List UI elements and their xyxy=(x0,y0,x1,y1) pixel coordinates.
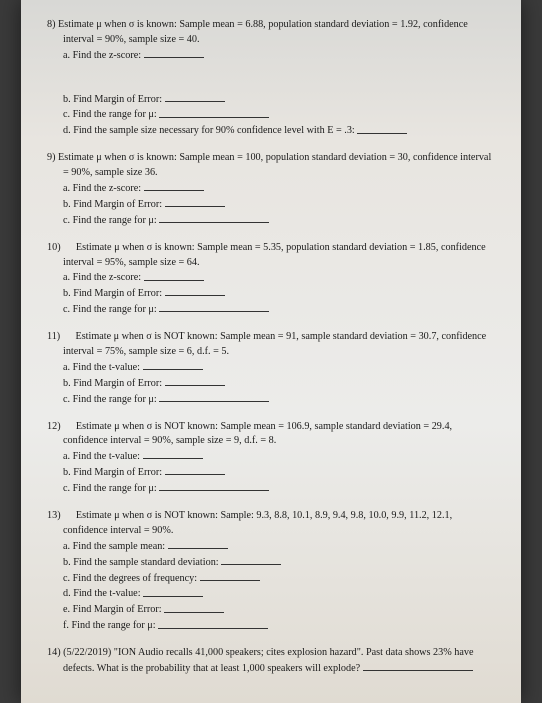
blank[interactable] xyxy=(159,392,269,402)
blank[interactable] xyxy=(165,465,225,475)
q8-d: d. Find the sample size necessary for 90… xyxy=(47,123,495,139)
q14-date: (5/22/2019) xyxy=(63,647,111,658)
problem-12: 12) Estimate μ when σ is NOT known: Samp… xyxy=(47,420,495,497)
worksheet-page: 8) Estimate μ when σ is known: Sample me… xyxy=(21,0,521,703)
q13-f: f. Find the range for μ: xyxy=(47,618,495,634)
q8-text: Estimate μ when σ is known: Sample mean … xyxy=(58,19,468,45)
q13-b: b. Find the sample standard deviation: xyxy=(47,555,495,571)
q9-text: Estimate μ when σ is known: Sample mean … xyxy=(58,152,491,178)
problem-11: 11) Estimate μ when σ is NOT known: Samp… xyxy=(47,330,495,407)
blank[interactable] xyxy=(165,286,225,296)
blank[interactable] xyxy=(158,618,268,628)
problem-9: 9) Estimate μ when σ is known: Sample me… xyxy=(47,151,495,228)
blank[interactable] xyxy=(165,92,225,102)
q11-text: Estimate μ when σ is NOT known: Sample m… xyxy=(63,331,486,357)
blank[interactable] xyxy=(143,449,203,459)
q11-c: c. Find the range for μ: xyxy=(47,392,495,408)
blank[interactable] xyxy=(144,270,204,280)
q10-text: Estimate μ when σ is known: Sample mean … xyxy=(63,242,486,268)
q9-num: 9) xyxy=(47,152,56,163)
q12-text: Estimate μ when σ is NOT known: Sample m… xyxy=(63,421,452,447)
blank[interactable] xyxy=(200,571,260,581)
q8-c: c. Find the range for μ: xyxy=(47,107,495,123)
q13-text: Estimate μ when σ is NOT known: Sample: … xyxy=(63,510,452,536)
problem-13-stem: 13) Estimate μ when σ is NOT known: Samp… xyxy=(47,509,495,539)
q13-e: e. Find Margin of Error: xyxy=(47,602,495,618)
q9-a: a. Find the z-score: xyxy=(47,181,495,197)
problem-13: 13) Estimate μ when σ is NOT known: Samp… xyxy=(47,509,495,634)
blank[interactable] xyxy=(221,555,281,565)
q12-num: 12) xyxy=(47,421,61,432)
blank[interactable] xyxy=(143,586,203,596)
blank[interactable] xyxy=(159,302,269,312)
q8-num: 8) xyxy=(47,19,56,30)
blank[interactable] xyxy=(363,661,473,671)
blank[interactable] xyxy=(164,602,224,612)
blank[interactable] xyxy=(165,197,225,207)
q13-a: a. Find the sample mean: xyxy=(47,539,495,555)
problem-8-stem: 8) Estimate μ when σ is known: Sample me… xyxy=(47,18,495,48)
q11-a: a. Find the t-value: xyxy=(47,360,495,376)
q10-a: a. Find the z-score: xyxy=(47,270,495,286)
q10-b: b. Find Margin of Error: xyxy=(47,286,495,302)
q10-c: c. Find the range for μ: xyxy=(47,302,495,318)
problem-12-stem: 12) Estimate μ when σ is NOT known: Samp… xyxy=(47,420,495,450)
blank[interactable] xyxy=(159,107,269,117)
q11-num: 11) xyxy=(47,331,60,342)
blank[interactable] xyxy=(357,123,407,133)
blank[interactable] xyxy=(143,360,203,370)
blank[interactable] xyxy=(159,213,269,223)
blank[interactable] xyxy=(144,48,204,58)
q13-num: 13) xyxy=(47,510,61,521)
q12-b: b. Find Margin of Error: xyxy=(47,465,495,481)
blank[interactable] xyxy=(165,376,225,386)
blank[interactable] xyxy=(168,539,228,549)
problem-10: 10) Estimate μ when σ is known: Sample m… xyxy=(47,241,495,318)
q13-d: d. Find the t-value: xyxy=(47,586,495,602)
q9-b: b. Find Margin of Error: xyxy=(47,197,495,213)
q8-a: a. Find the z-score: xyxy=(47,48,495,64)
q12-a: a. Find the t-value: xyxy=(47,449,495,465)
problem-14: 14) (5/22/2019) "ION Audio recalls 41,00… xyxy=(47,646,495,677)
problem-11-stem: 11) Estimate μ when σ is NOT known: Samp… xyxy=(47,330,495,360)
q13-c: c. Find the degrees of frequency: xyxy=(47,571,495,587)
q12-c: c. Find the range for μ: xyxy=(47,481,495,497)
blank[interactable] xyxy=(144,181,204,191)
blank[interactable] xyxy=(159,481,269,491)
q11-b: b. Find Margin of Error: xyxy=(47,376,495,392)
problem-8: 8) Estimate μ when σ is known: Sample me… xyxy=(47,18,495,139)
problem-9-stem: 9) Estimate μ when σ is known: Sample me… xyxy=(47,151,495,181)
problem-10-stem: 10) Estimate μ when σ is known: Sample m… xyxy=(47,241,495,271)
q14-num: 14) xyxy=(47,647,61,658)
q8-b: b. Find Margin of Error: xyxy=(47,92,495,108)
problem-14-stem: 14) (5/22/2019) "ION Audio recalls 41,00… xyxy=(47,646,495,677)
q10-num: 10) xyxy=(47,242,61,253)
q9-c: c. Find the range for μ: xyxy=(47,213,495,229)
